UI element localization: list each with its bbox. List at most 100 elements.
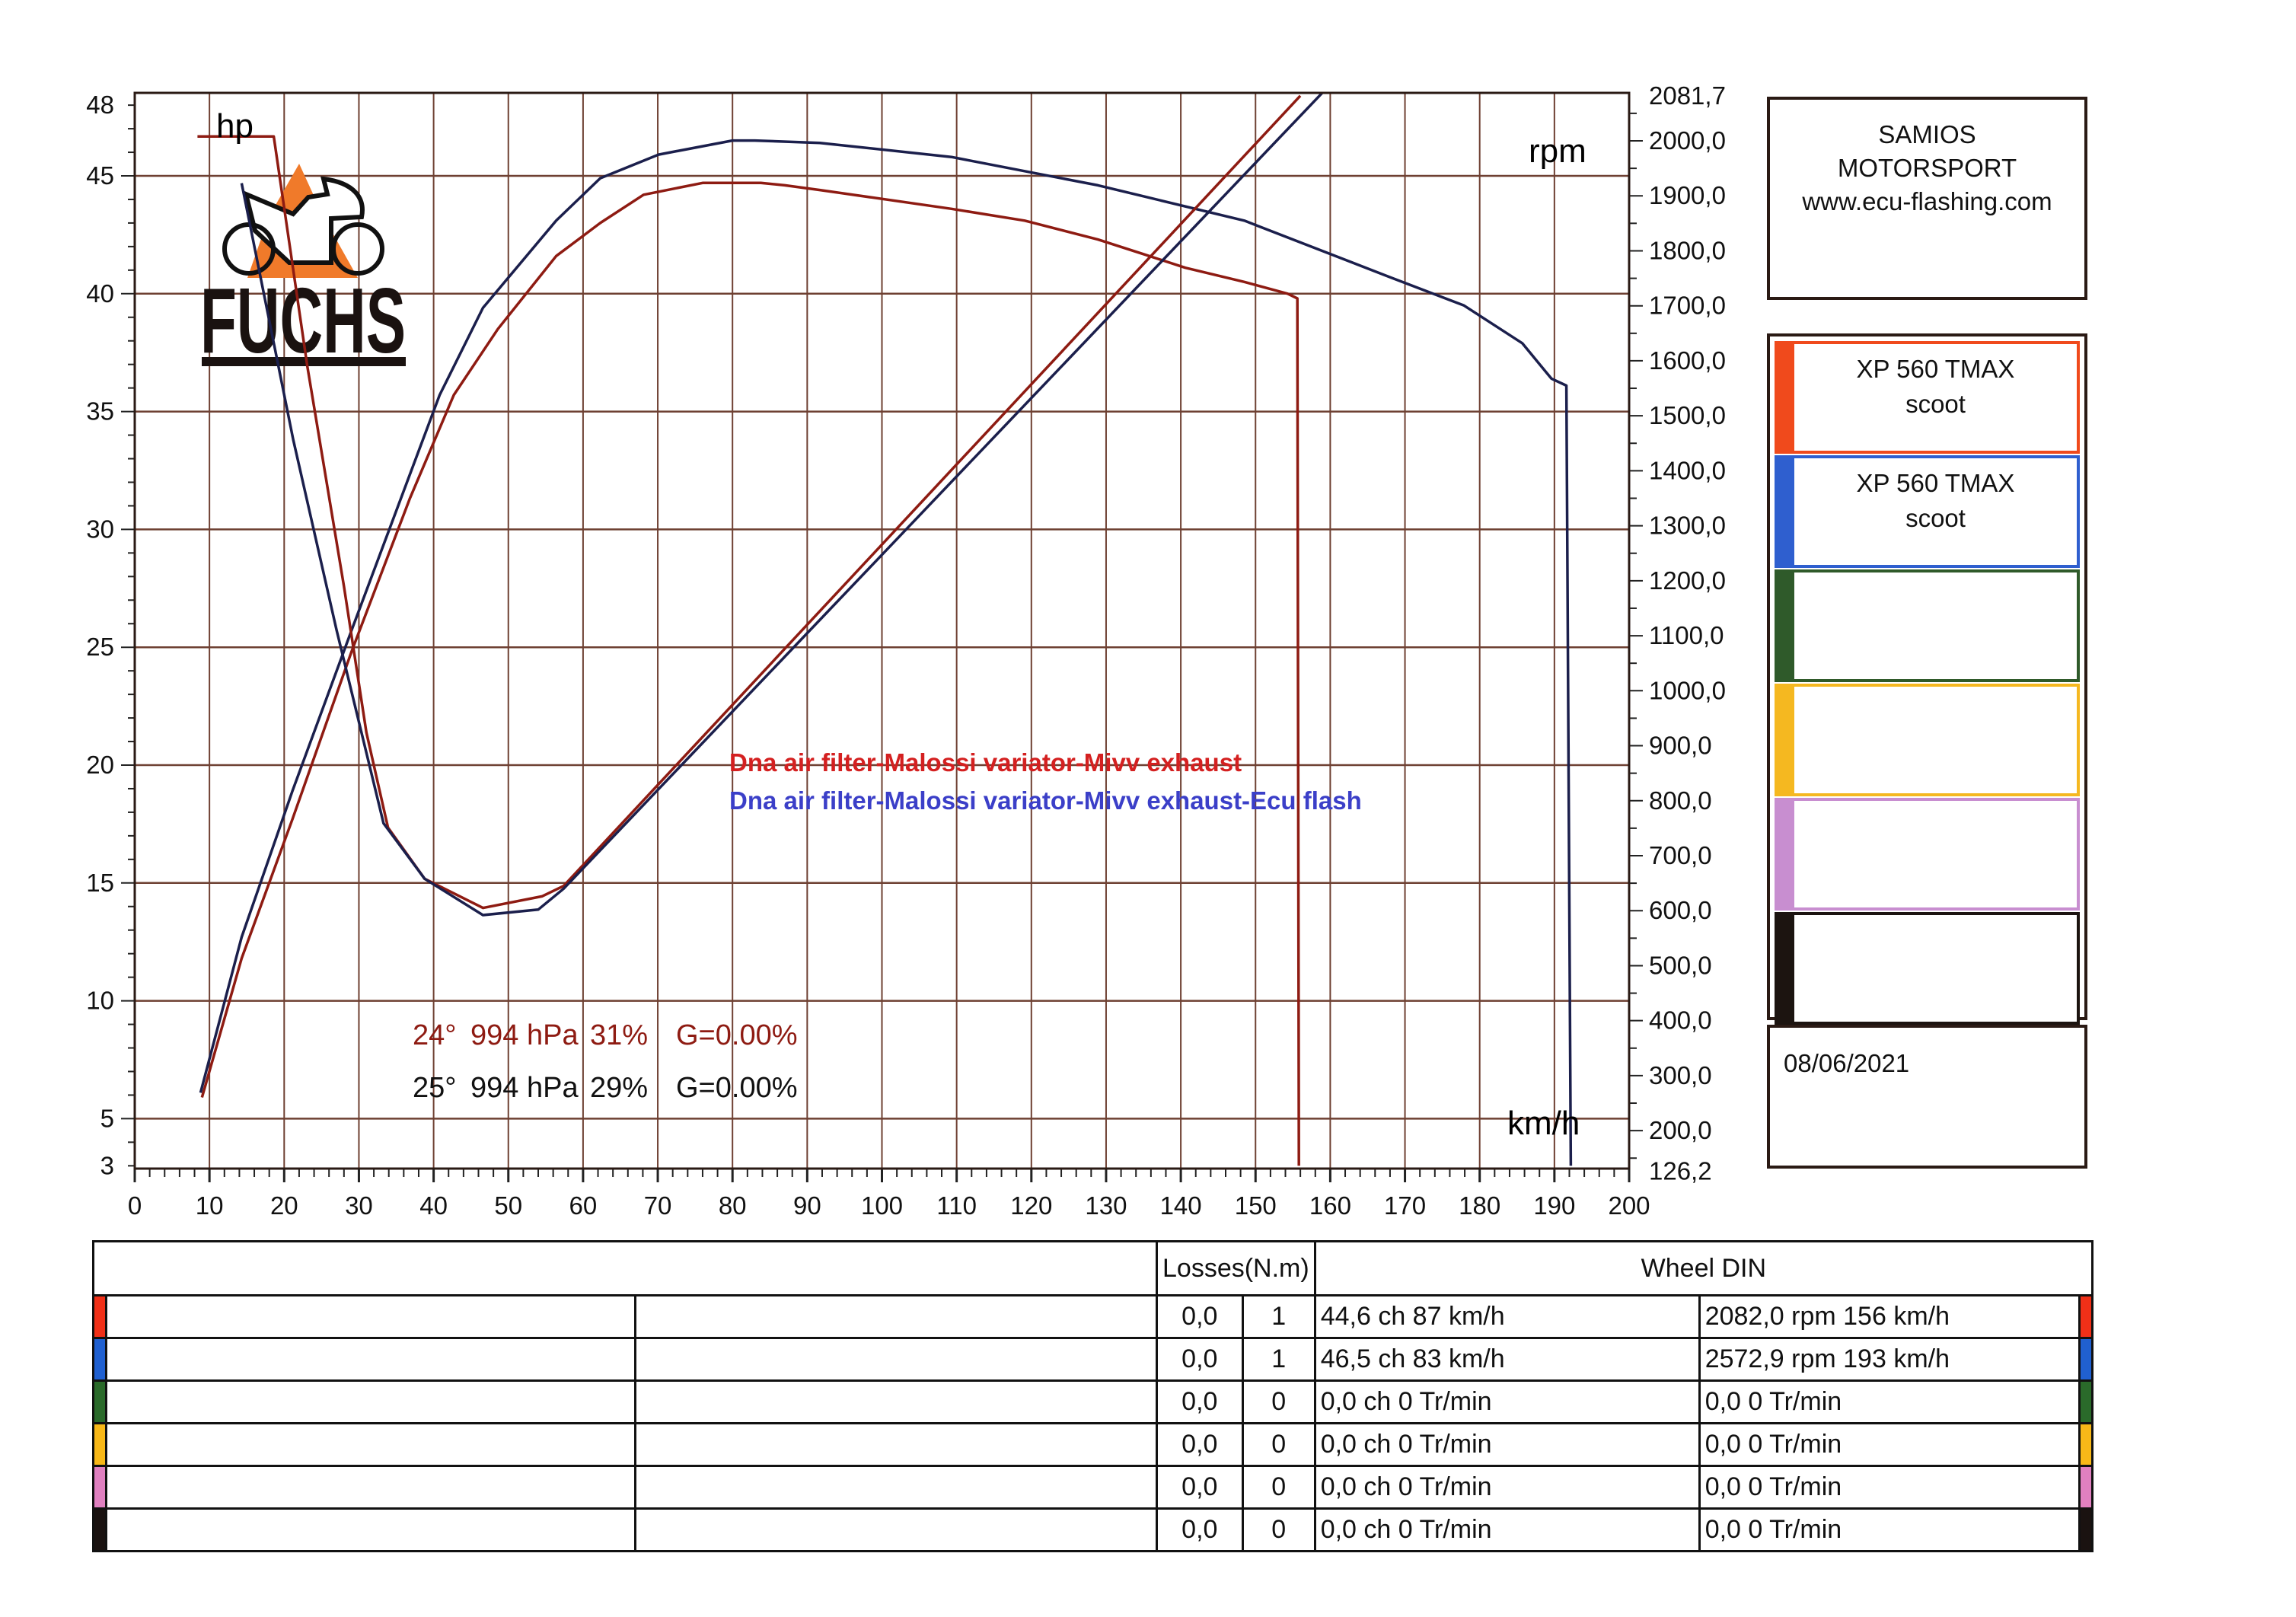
cell-loss: 0,0 <box>1156 1507 1244 1552</box>
dyno-chart: 0 10 20 30 40 50 60 70 80 90 100 110 120 130 140 150 160… <box>86 81 1726 1220</box>
row-color-right <box>2078 1507 2094 1552</box>
cell-rpm: 0,0 0 Tr/min <box>1698 1507 2081 1552</box>
x-tick-label: 120 <box>1010 1191 1052 1220</box>
cell-count: 1 <box>1241 1294 1316 1339</box>
cell-count: 0 <box>1241 1422 1316 1467</box>
cell-blank <box>105 1379 636 1424</box>
results-table: Losses(N.m) Wheel DIN 0,0 1 44,6 ch 87 km/… <box>92 1240 2094 1552</box>
cell-count: 1 <box>1241 1337 1316 1382</box>
x-tick-label: 170 <box>1384 1191 1426 1220</box>
cond-temp: 24° <box>413 1019 456 1051</box>
right-tick-label: 1000,0 <box>1649 676 1726 704</box>
right-tick-label: 1200,0 <box>1649 566 1726 595</box>
legend-line2: scoot <box>1905 390 1966 418</box>
x-tick-label: 180 <box>1459 1191 1500 1220</box>
left-tick-label: 25 <box>86 633 114 661</box>
cell-blank <box>634 1465 1158 1510</box>
cond-pressure: 994 hPa <box>470 1072 579 1104</box>
right-tick-label: 1100,0 <box>1649 621 1724 649</box>
cell-power: 44,6 ch 87 km/h <box>1313 1294 1701 1339</box>
x-tick-label: 100 <box>861 1191 903 1220</box>
cond-humidity: 31% <box>590 1019 648 1051</box>
row-color-right <box>2078 1337 2094 1382</box>
legend-row <box>1775 569 2080 682</box>
legend-row: XP 560 TMAX scoot <box>1775 455 2080 568</box>
x-tick-label: 190 <box>1533 1191 1575 1220</box>
legend-swatch <box>1778 572 1794 679</box>
row-color-left <box>92 1379 107 1424</box>
right-tick-label: 126,2 <box>1649 1156 1712 1185</box>
row-color-right <box>2078 1379 2094 1424</box>
legend-row: XP 560 TMAX scoot <box>1775 341 2080 454</box>
logo-motorbike <box>242 176 365 265</box>
cond-humidity: 29% <box>590 1072 648 1104</box>
left-tick-label: 5 <box>100 1104 114 1132</box>
left-tick-label: 30 <box>86 515 114 543</box>
cell-blank <box>105 1294 636 1339</box>
right-tick-label: 500,0 <box>1649 951 1712 979</box>
table-header: Losses(N.m) Wheel DIN <box>92 1240 2094 1296</box>
table-row: 0,0 0 0,0 ch 0 Tr/min 0,0 0 Tr/min <box>92 1379 2094 1424</box>
left-axis-label: hp <box>216 107 254 145</box>
left-tick-label: 20 <box>86 751 114 779</box>
tick-labels: 0 10 20 30 40 50 60 70 80 90 100 110 120 130 140 150 160… <box>86 81 1726 1220</box>
series-line-rpm-3 <box>240 93 1325 917</box>
cell-rpm: 0,0 0 Tr/min <box>1698 1422 2081 1467</box>
x-tick-label: 200 <box>1608 1191 1650 1220</box>
x-tick-label: 50 <box>494 1191 522 1220</box>
legend-line2: scoot <box>1905 504 1966 532</box>
cell-blank <box>105 1465 636 1510</box>
row-color-right <box>2078 1465 2094 1510</box>
row-color-left <box>92 1507 107 1552</box>
right-tick-label: 1700,0 <box>1649 292 1726 320</box>
cond-pressure: 994 hPa <box>470 1019 579 1051</box>
table-row: 0,0 0 0,0 ch 0 Tr/min 0,0 0 Tr/min <box>92 1422 2094 1467</box>
cell-blank <box>105 1337 636 1382</box>
cell-loss: 0,0 <box>1156 1294 1244 1339</box>
row-color-left <box>92 1294 107 1339</box>
right-tick-label: 200,0 <box>1649 1116 1712 1144</box>
legend-text: XP 560 TMAX scoot <box>1794 466 2077 536</box>
legend-swatch <box>1778 915 1794 1022</box>
conditions-black: 25° 994 hPa 29% G=0.00% <box>413 1072 798 1104</box>
table-row: 0,0 0 0,0 ch 0 Tr/min 0,0 0 Tr/min <box>92 1507 2094 1552</box>
right-tick-label: 1300,0 <box>1649 512 1726 540</box>
cell-blank <box>105 1422 636 1467</box>
x-tick-label: 60 <box>569 1191 598 1220</box>
legend-line1: XP 560 TMAX <box>1856 469 2015 497</box>
cell-blank <box>634 1294 1158 1339</box>
right-tick-label: 1800,0 <box>1649 236 1726 264</box>
cell-blank <box>105 1507 636 1552</box>
cell-loss: 0,0 <box>1156 1422 1244 1467</box>
x-tick-label: 110 <box>936 1191 977 1220</box>
x-tick-label: 130 <box>1085 1191 1127 1220</box>
x-tick-label: 150 <box>1235 1191 1277 1220</box>
cell-blank <box>634 1422 1158 1467</box>
cell-power: 46,5 ch 83 km/h <box>1313 1337 1701 1382</box>
x-tick-label: 40 <box>419 1191 448 1220</box>
x-tick-label: 20 <box>270 1191 298 1220</box>
cell-rpm: 0,0 0 Tr/min <box>1698 1379 2081 1424</box>
cell-loss: 0,0 <box>1156 1337 1244 1382</box>
right-tick-label: 1600,0 <box>1649 346 1726 375</box>
series-line-power-1 <box>199 139 1573 1166</box>
table-row: 0,0 0 0,0 ch 0 Tr/min 0,0 0 Tr/min <box>92 1465 2094 1510</box>
right-tick-label: 900,0 <box>1649 732 1712 760</box>
right-tick-label: 1900,0 <box>1649 181 1726 209</box>
left-tick-label: 48 <box>86 91 114 119</box>
brand-subtitle: MOTORSPORT <box>1837 154 2017 182</box>
legend-swatch <box>1778 801 1794 907</box>
brand-website: www.ecu-flashing.com <box>1802 187 2052 215</box>
legend-line1: XP 560 TMAX <box>1856 355 2015 383</box>
brand-box: SAMIOS MOTORSPORT www.ecu-flashing.com <box>1767 97 2087 300</box>
x-tick-label: 30 <box>345 1191 373 1220</box>
right-axis-label: rpm <box>1529 132 1586 170</box>
header-losses: Losses(N.m) <box>1156 1240 1316 1296</box>
right-tick-label: 400,0 <box>1649 1006 1712 1035</box>
cond-g: G=0.00% <box>676 1072 798 1104</box>
cell-power: 0,0 ch 0 Tr/min <box>1313 1465 1701 1510</box>
curves <box>197 93 1573 1166</box>
legend-row <box>1775 684 2080 796</box>
x-axis-label: km/h <box>1507 1105 1580 1142</box>
brand-name: SAMIOS <box>1878 120 1976 148</box>
